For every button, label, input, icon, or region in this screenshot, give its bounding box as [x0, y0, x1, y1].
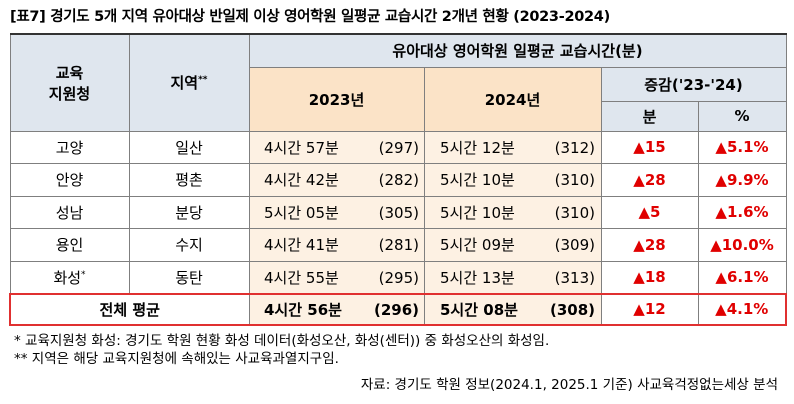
- header-change-pct: %: [697, 100, 787, 132]
- region: 평촌: [128, 163, 250, 197]
- header-year: 2024년: [423, 66, 602, 132]
- footnote-mark: *: [81, 269, 86, 280]
- diff: ▲15: [600, 130, 699, 164]
- year-cell: 5시간 12분 (312): [423, 130, 602, 164]
- time: 5시간 05분: [264, 203, 339, 222]
- time: 4시간 56분: [264, 300, 342, 319]
- data-row: 안양 평촌 4시간 42분 (282) 5시간 10분 (310) ▲28 ▲9.9%: [9, 163, 787, 197]
- header-text: 지역: [170, 74, 199, 93]
- time: 5시간 12분: [440, 138, 515, 157]
- footnote: ** 지역은 해당 교육지원청에 속해있는 사교육과열지구임.: [14, 351, 339, 367]
- time: 5시간 09분: [440, 236, 515, 255]
- office: 화성: [53, 268, 82, 287]
- data-row: 고양 일산 4시간 57분 (297) 5시간 12분 (312) ▲15 ▲5.1%: [9, 130, 787, 164]
- office-cell: 화성*: [9, 260, 130, 294]
- region: 수지: [128, 228, 250, 262]
- pct: ▲4.1%: [697, 292, 787, 326]
- header-change-min: 분: [600, 100, 699, 132]
- minutes: (297): [378, 138, 419, 157]
- year-cell: 5시간 10분 (310): [423, 163, 602, 197]
- minutes: (312): [554, 138, 595, 157]
- data-row: 화성* 동탄 4시간 55분 (295) 5시간 13분 (313) ▲18 ▲6.1%: [9, 260, 787, 294]
- year-cell: 4시간 56분 (296): [248, 292, 425, 326]
- minutes: (309): [554, 236, 595, 255]
- office: 성남: [55, 203, 84, 222]
- header-change: 증감('23-'24): [600, 66, 787, 102]
- time: 4시간 41분: [264, 236, 339, 255]
- header-text: 지원청: [48, 84, 91, 103]
- time: 5시간 10분: [440, 171, 515, 190]
- year-cell: 5시간 10분 (310): [423, 195, 602, 229]
- source: 자료: 경기도 학원 정보(2024.1, 2025.1 기준) 사교육걱정없는…: [360, 377, 778, 393]
- time: 5시간 08분: [440, 300, 518, 319]
- footnote: * 교육지원청 화성: 경기도 학원 현황 화성 데이터(화성오산, 화성(센터…: [14, 333, 550, 349]
- minutes: (296): [373, 300, 419, 319]
- year-cell: 5시간 13분 (313): [423, 260, 602, 294]
- data-row: 성남 분당 5시간 05분 (305) 5시간 10분 (310) ▲5 ▲1.6%: [9, 195, 787, 229]
- total-label: 전체 평균: [9, 292, 250, 326]
- pct: ▲5.1%: [697, 130, 787, 164]
- minutes: (313): [554, 268, 595, 287]
- minutes: (281): [378, 236, 419, 255]
- pct: ▲10.0%: [697, 228, 787, 262]
- diff: ▲5: [600, 195, 699, 229]
- region: 분당: [128, 195, 250, 229]
- year-cell: 5시간 05분 (305): [248, 195, 425, 229]
- year-cell: 4시간 55분 (295): [248, 260, 425, 294]
- year-cell: 4시간 42분 (282): [248, 163, 425, 197]
- diff: ▲12: [600, 292, 699, 326]
- region: 동탄: [128, 260, 250, 294]
- diff: ▲18: [600, 260, 699, 294]
- minutes: (310): [554, 171, 595, 190]
- office-cell: 안양: [9, 163, 130, 197]
- office: 용인: [55, 236, 84, 255]
- time: 5시간 13분: [440, 268, 515, 287]
- time: 4시간 55분: [264, 268, 339, 287]
- minutes: (295): [378, 268, 419, 287]
- year-cell: 4시간 57분 (297): [248, 130, 425, 164]
- diff: ▲28: [600, 163, 699, 197]
- total-row: 전체 평균 4시간 56분 (296) 5시간 08분 (308) ▲12 ▲4.1%: [9, 292, 787, 326]
- time: 5시간 10분: [440, 203, 515, 222]
- data-row: 용인 수지 4시간 41분 (281) 5시간 09분 (309) ▲28 ▲10.0%: [9, 228, 787, 262]
- time: 4시간 57분: [264, 138, 339, 157]
- header-year: 2023년: [248, 66, 425, 132]
- pct: ▲9.9%: [697, 163, 787, 197]
- time: 4시간 42분: [264, 171, 339, 190]
- office-cell: 고양: [9, 130, 130, 164]
- header-text: 교육: [55, 63, 84, 82]
- pct: ▲6.1%: [697, 260, 787, 294]
- pct: ▲1.6%: [697, 195, 787, 229]
- office-cell: 성남: [9, 195, 130, 229]
- office: 고양: [55, 138, 84, 157]
- minutes: (305): [378, 203, 419, 222]
- year-cell: 5시간 09분 (309): [423, 228, 602, 262]
- footnote-mark: **: [198, 75, 208, 86]
- minutes: (308): [549, 300, 595, 319]
- diff: ▲28: [600, 228, 699, 262]
- year-cell: 4시간 41분 (281): [248, 228, 425, 262]
- minutes: (282): [378, 171, 419, 190]
- region: 일산: [128, 130, 250, 164]
- minutes: (310): [554, 203, 595, 222]
- year-cell: 5시간 08분 (308): [423, 292, 602, 326]
- header-region: 지역**: [128, 33, 250, 132]
- title: [표7] 경기도 5개 지역 유아대상 반일제 이상 영어학원 일평균 교습시간…: [10, 9, 610, 25]
- office: 안양: [55, 171, 84, 190]
- office-cell: 용인: [9, 228, 130, 262]
- header-group: 유아대상 영어학원 일평균 교습시간(분): [248, 33, 787, 68]
